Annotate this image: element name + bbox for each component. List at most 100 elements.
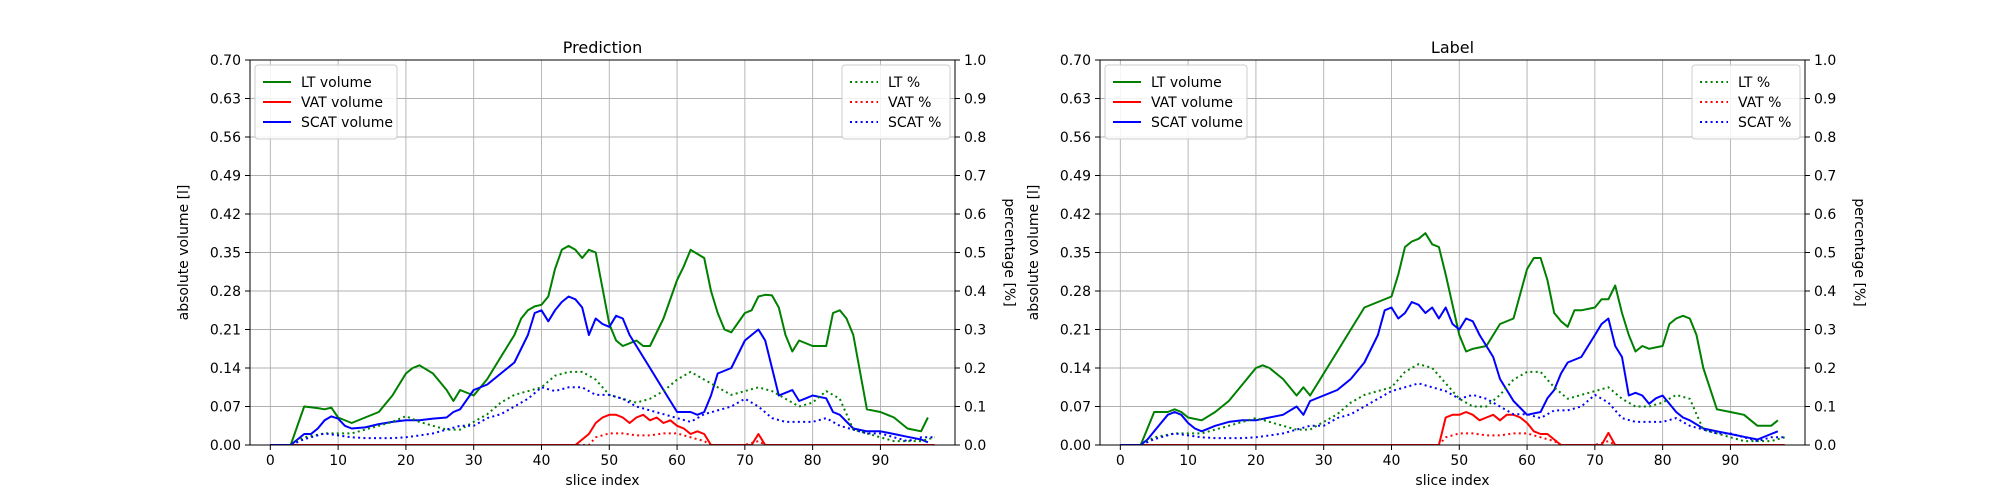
x-tick-label-30: 30 [1315,453,1333,469]
y-tick-label-0-56: 0.56 [1060,130,1091,146]
x-tick-label-20: 20 [1247,453,1265,469]
y-axis-label-left: absolute volume [l] [176,185,192,321]
y2-tick-label-0-9: 0.9 [964,92,986,108]
legend-label-vat: VAT % [888,95,931,111]
y-tick-label-0-07: 0.07 [210,400,241,416]
x-tick-label-20: 20 [397,453,415,469]
y2-tick-label-0-1: 0.1 [964,400,986,416]
x-tick-label-30: 30 [465,453,483,469]
legend-label-lt-volume: LT volume [301,75,372,91]
y-tick-label-0-70: 0.70 [1060,53,1091,69]
y2-tick-label-0-2: 0.2 [964,361,986,377]
y-tick-label-0-42: 0.42 [1060,207,1091,223]
y2-tick-label-0-4: 0.4 [964,284,986,300]
legend-label-lt: LT % [888,75,920,91]
legend-label-lt: LT % [1738,75,1770,91]
x-axis-label: slice index [1415,473,1489,489]
series-line-lt-volume [1120,232,1779,445]
x-tick-label-90: 90 [872,453,890,469]
y2-tick-label-0-9: 0.9 [1814,92,1836,108]
y-tick-label-0-56: 0.56 [210,130,241,146]
y-tick-label-0-14: 0.14 [210,361,241,377]
legend-label-vat: VAT % [1738,95,1781,111]
x-tick-label-70: 70 [1586,453,1604,469]
y-tick-label-0-49: 0.49 [210,169,241,185]
legend-left: LT volume VAT volume SCAT volume [1104,64,1248,140]
series-line-vat-volume [270,413,935,445]
x-axis-label: slice index [565,473,639,489]
x-tick-label-40: 40 [1383,453,1401,469]
x-tick-label-10: 10 [1179,453,1197,469]
y-axis-label-right: percentage [%] [1001,198,1017,306]
x-axis: 0 10 20 30 40 50 60 70 80 90 [266,445,889,469]
legend-left: LT volume VAT volume SCAT volume [254,64,398,140]
y-tick-label-0-28: 0.28 [1060,284,1091,300]
y-tick-label-0-28: 0.28 [210,284,241,300]
x-tick-label-80: 80 [804,453,822,469]
y2-tick-label-1-0: 1.0 [1814,53,1836,69]
series-line-scat [1120,382,1785,445]
x-tick-label-80: 80 [1654,453,1672,469]
legend-label-vat-volume: VAT volume [301,95,383,111]
y2-tick-label-0-5: 0.5 [1814,246,1836,262]
legend-label-scat: SCAT % [1738,115,1791,131]
series-group [1120,232,1785,445]
x-tick-label-0: 0 [266,453,275,469]
y2-tick-label-0-6: 0.6 [964,207,986,223]
x-tick-label-50: 50 [600,453,618,469]
y2-tick-label-0-3: 0.3 [964,323,986,339]
y-tick-label-0-21: 0.21 [1060,323,1091,339]
y-tick-label-0-63: 0.63 [1060,92,1091,108]
legend-label-scat-volume: SCAT volume [301,115,393,131]
y2-tick-label-1-0: 1.0 [964,53,986,69]
y-tick-label-0-63: 0.63 [210,92,241,108]
y-tick-label-0-14: 0.14 [1060,361,1091,377]
x-tick-label-50: 50 [1450,453,1468,469]
y-tick-label-0-21: 0.21 [210,323,241,339]
y2-tick-label-0-2: 0.2 [1814,361,1836,377]
chart-title: Label [1431,38,1474,57]
x-tick-label-0: 0 [1116,453,1125,469]
x-tick-label-60: 60 [668,453,686,469]
y-tick-label-0-35: 0.35 [1060,246,1091,262]
y-tick-label-0-35: 0.35 [210,246,241,262]
y-tick-label-0-49: 0.49 [1060,169,1091,185]
y2-tick-label-0-7: 0.7 [1814,169,1836,185]
y2-tick-label-0-3: 0.3 [1814,323,1836,339]
y-tick-label-0-07: 0.07 [1060,400,1091,416]
y2-tick-label-0-8: 0.8 [1814,130,1836,146]
y-axis-right: 0.0 0.1 0.2 0.3 0.4 0.5 0.6 0.7 0.8 0.9 1.0 [955,53,986,454]
chart-title: Prediction [563,38,642,57]
y2-tick-label-0-6: 0.6 [1814,207,1836,223]
legend-label-scat-volume: SCAT volume [1151,115,1243,131]
x-tick-label-10: 10 [329,453,347,469]
y2-tick-label-0-5: 0.5 [964,246,986,262]
y-axis-right: 0.0 0.1 0.2 0.3 0.4 0.5 0.6 0.7 0.8 0.9 1.0 [1805,53,1836,454]
legend-label-scat: SCAT % [888,115,941,131]
series-line-scat [270,386,935,445]
legend-box [1691,64,1801,140]
legend-right: LT % VAT % SCAT % [1691,64,1801,140]
y2-tick-label-0-0: 0.0 [1814,438,1836,454]
legend-label-lt-volume: LT volume [1151,75,1222,91]
y-axis-label-right: percentage [%] [1851,198,1867,306]
legend-box [1104,64,1248,140]
legend-right: LT % VAT % SCAT % [841,64,951,140]
y2-tick-label-0-1: 0.1 [1814,400,1836,416]
y-tick-label-0-70: 0.70 [210,53,241,69]
y-tick-label-0-00: 0.00 [210,438,241,454]
y2-tick-label-0-0: 0.0 [964,438,986,454]
legend-box [841,64,951,140]
legend-box [254,64,398,140]
y-tick-label-0-42: 0.42 [210,207,241,223]
y2-tick-label-0-7: 0.7 [964,169,986,185]
x-axis: 0 10 20 30 40 50 60 70 80 90 [1116,445,1739,469]
x-tick-label-70: 70 [736,453,754,469]
series-line-lt-volume [270,244,929,445]
y2-tick-label-0-8: 0.8 [964,130,986,146]
series-line-scat-volume [270,295,929,445]
y2-tick-label-0-4: 0.4 [1814,284,1836,300]
